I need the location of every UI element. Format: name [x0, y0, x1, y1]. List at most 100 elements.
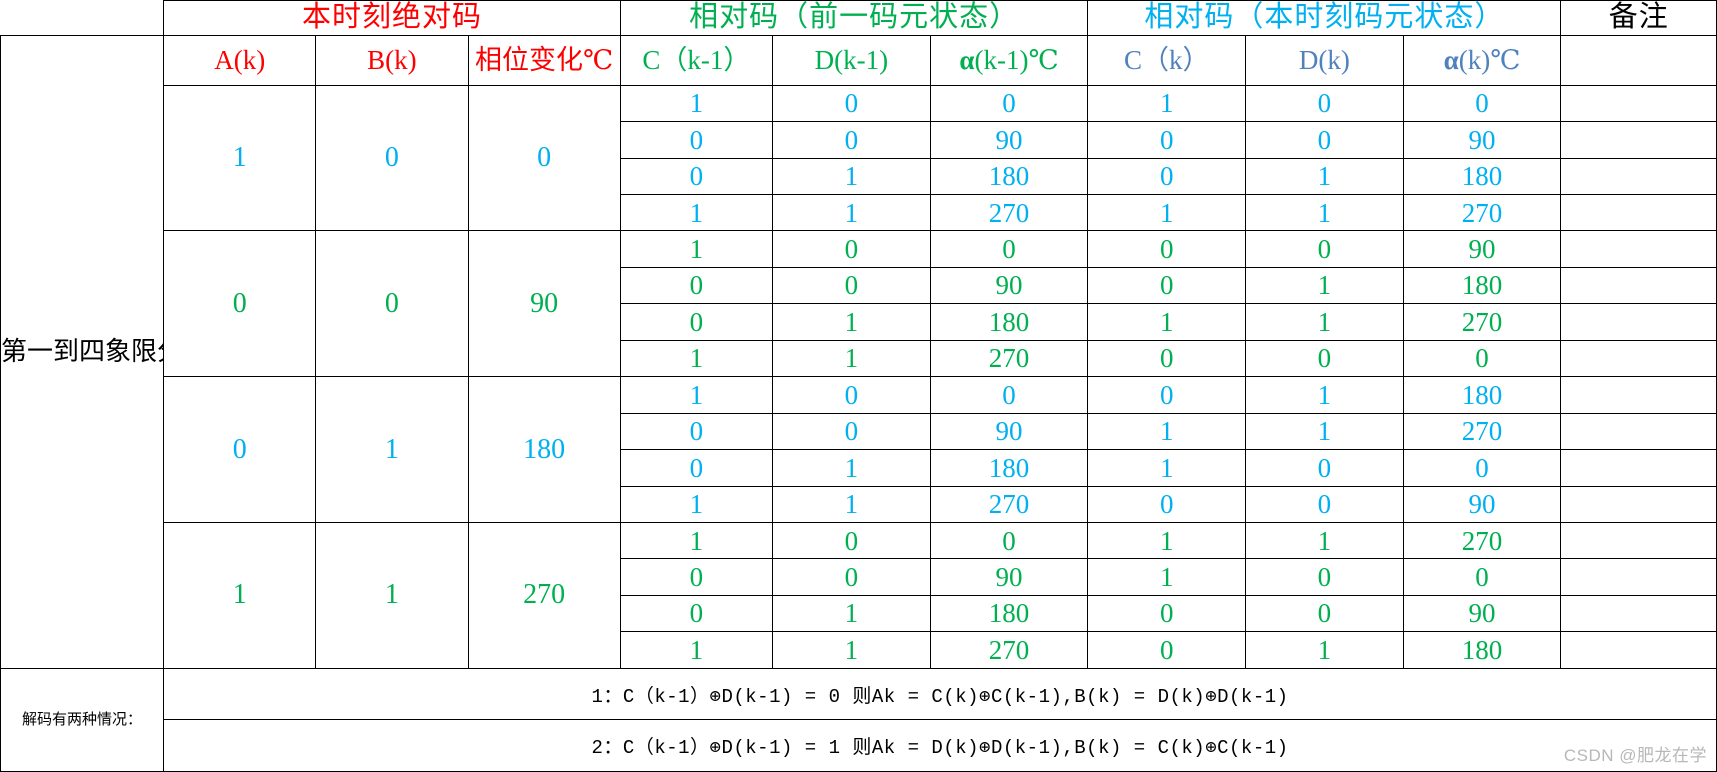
header-sub-ck: C（k） — [1087, 35, 1247, 86]
cell-dk: 1 — [1245, 303, 1404, 341]
table-row: 0 1 180 0 1 180 — [1, 157, 1717, 195]
left-quadrant-note: 第一到四象限分别对应2,0,1,3(格雷码) — [0, 35, 165, 669]
cell-ck: 1 — [1087, 449, 1247, 487]
cell-ck1: 1 — [619, 631, 774, 669]
cell-dk1: 0 — [772, 522, 931, 560]
cell-bk: 1 — [315, 522, 469, 669]
cell-ck1: 1 — [619, 485, 774, 524]
cell-dk: 0 — [1245, 84, 1404, 123]
cell-ck1: 1 — [619, 522, 774, 560]
cell-dk: 1 — [1245, 522, 1404, 560]
table-row: 0 0 90 1 0 0 — [1, 558, 1717, 596]
cell-ak: 1 — [163, 84, 317, 232]
cell-alphak1: 180 — [929, 449, 1089, 487]
cell-ck1: 0 — [619, 266, 774, 305]
watermark-label: CSDN @肥龙在学 — [1563, 746, 1707, 765]
footer-note-2: 2：C（k-1）⊕D(k-1) = 1 则Ak = D(k)⊕D(k-1),B(… — [163, 719, 1717, 772]
cell-dk: 0 — [1245, 558, 1404, 596]
cell-ck: 0 — [1087, 485, 1247, 524]
header-sub-ck1: C（k-1） — [619, 35, 774, 86]
corner-blank-top — [1, 1, 164, 36]
cell-dk1: 1 — [772, 449, 931, 487]
cell-dk1: 1 — [772, 594, 931, 633]
cell-alphak: 270 — [1402, 303, 1562, 341]
cell-alphak: 0 — [1402, 558, 1562, 596]
header-sub-ak: A(k) — [163, 35, 317, 86]
cell-ck1: 1 — [619, 230, 774, 268]
cell-alphak1: 270 — [929, 631, 1089, 669]
cell-ck: 1 — [1087, 558, 1247, 596]
cell-alphak: 180 — [1402, 376, 1562, 414]
table-row: 0 0 90 1 0 0 0 0 90 — [1, 230, 1717, 378]
cell-ck: 0 — [1087, 631, 1247, 669]
cell-remark — [1560, 412, 1717, 451]
cell-ck1: 0 — [619, 558, 774, 596]
cell-phase-change: 270 — [467, 522, 621, 669]
cell-alphak: 270 — [1402, 193, 1562, 232]
cell-dk1: 0 — [772, 376, 931, 414]
cell-bk: 0 — [315, 230, 469, 378]
cell-dk1: 0 — [772, 84, 931, 123]
cell-dk1: 1 — [772, 157, 931, 195]
cell-alphak: 90 — [1402, 121, 1562, 159]
table-row: 1 1 270 0 0 90 — [1, 485, 1717, 524]
table-row: 0 1 180 0 0 90 — [1, 594, 1717, 633]
cell-ck: 0 — [1087, 157, 1247, 195]
cell-ck: 0 — [1087, 376, 1247, 414]
cell-alphak: 180 — [1402, 157, 1562, 195]
cell-ck: 0 — [1087, 266, 1247, 305]
header-sub-dk: D(k) — [1245, 35, 1404, 86]
table-row: 0 0 90 0 1 180 — [1, 266, 1717, 305]
cell-ak: 1 — [163, 522, 317, 669]
cell-phase-change: 0 — [467, 84, 621, 232]
cell-dk1: 1 — [772, 631, 931, 669]
cell-alphak1: 180 — [929, 303, 1089, 341]
header-group-remark: 备注 — [1560, 0, 1717, 37]
cell-ck1: 1 — [619, 193, 774, 232]
table-row: 1 1 270 0 1 180 — [1, 631, 1717, 669]
cell-remark — [1560, 157, 1717, 195]
cell-dk: 1 — [1245, 631, 1404, 669]
cell-remark — [1560, 266, 1717, 305]
cell-ck: 1 — [1087, 522, 1247, 560]
table-row: 1 1 270 1 0 0 1 1 270 — [1, 522, 1717, 669]
header-group-row: 本时刻绝对码 相对码（前一码元状态） 相对码（本时刻码元状态） 备注 — [1, 0, 1717, 37]
cell-dk: 0 — [1245, 339, 1404, 378]
cell-bk: 1 — [315, 376, 469, 524]
cell-ck1: 0 — [619, 449, 774, 487]
cell-ck1: 0 — [619, 121, 774, 159]
cell-alphak: 0 — [1402, 84, 1562, 123]
cell-dk1: 1 — [772, 303, 931, 341]
cell-dk: 0 — [1245, 230, 1404, 268]
cell-dk: 0 — [1245, 485, 1404, 524]
cell-ck: 1 — [1087, 303, 1247, 341]
cell-alphak1: 90 — [929, 121, 1089, 159]
cell-dk1: 0 — [772, 121, 931, 159]
cell-ck1: 1 — [619, 84, 774, 123]
cell-alphak: 180 — [1402, 266, 1562, 305]
cell-remark — [1560, 230, 1717, 268]
cell-remark — [1560, 303, 1717, 341]
cell-alphak1: 0 — [929, 376, 1089, 414]
cell-ck1: 1 — [619, 376, 774, 414]
header-group-prev: 相对码（前一码元状态） — [619, 0, 1089, 37]
cell-ck: 1 — [1087, 412, 1247, 451]
cell-alphak: 0 — [1402, 339, 1562, 378]
cell-ck: 1 — [1087, 193, 1247, 232]
cell-ak: 0 — [163, 376, 317, 524]
cell-dk: 1 — [1245, 266, 1404, 305]
footer-row-2: 2：C（k-1）⊕D(k-1) = 1 则Ak = D(k)⊕D(k-1),B(… — [1, 719, 1717, 772]
cell-alphak1: 180 — [929, 594, 1089, 633]
cell-dk1: 1 — [772, 339, 931, 378]
footer-note-1: 1：C（k-1）⊕D(k-1) = 0 则Ak = C(k)⊕C(k-1),B(… — [163, 667, 1717, 721]
header-sub-row: 第一到四象限分别对应2,0,1,3(格雷码)A(k)B(k)相位变化℃C（k-1… — [0, 35, 1717, 669]
table-row: 0 0 90 0 0 90 — [1, 121, 1717, 159]
cell-alphak1: 0 — [929, 84, 1089, 123]
cell-dk: 0 — [1245, 594, 1404, 633]
cell-dk: 1 — [1245, 157, 1404, 195]
header-group-current: 相对码（本时刻码元状态） — [1087, 0, 1562, 37]
